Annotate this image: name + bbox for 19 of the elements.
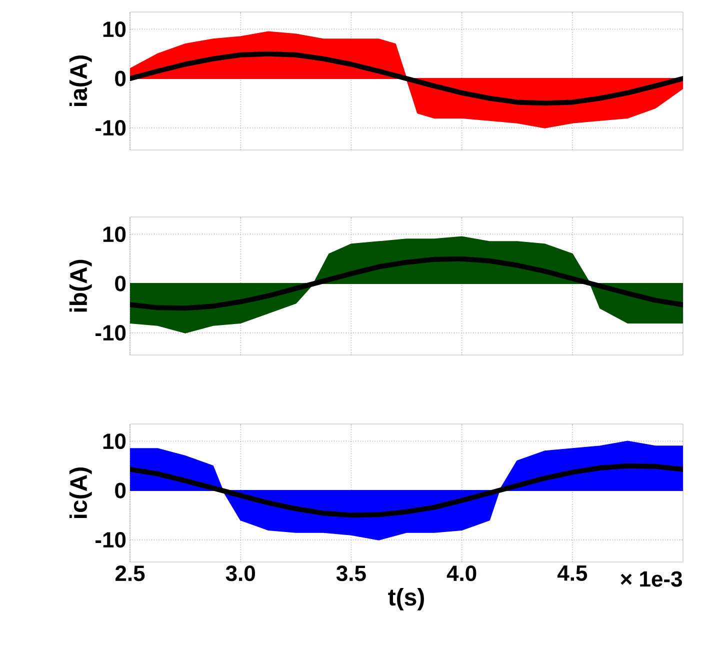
x-tick-label: 3.5 bbox=[336, 566, 366, 582]
text: × 1e-3 bbox=[620, 571, 682, 587]
y-tick-label: 10 bbox=[103, 226, 126, 242]
y-tick-label: -10 bbox=[96, 120, 126, 136]
y-tick-label: -10 bbox=[96, 532, 126, 548]
y-tick-label: 0 bbox=[115, 482, 126, 498]
y-tick-label: 0 bbox=[115, 276, 126, 292]
y-axis-title: ic(A) bbox=[69, 468, 92, 518]
x-tick-label: 4.0 bbox=[446, 566, 476, 582]
y-tick-label: -10 bbox=[96, 325, 126, 341]
y-tick-label: 10 bbox=[103, 21, 126, 38]
y-axis-title: ib(A) bbox=[69, 260, 92, 312]
x-tick-label: 2.5 bbox=[115, 566, 145, 582]
x-tick-label: 3.0 bbox=[226, 566, 255, 582]
y-axis-title: ia(A) bbox=[69, 56, 92, 106]
x-tick-label: 4.5 bbox=[557, 566, 588, 581]
y-tick-label: 0 bbox=[115, 70, 126, 86]
x-axis-title: t(s) bbox=[388, 588, 424, 610]
y-tick-label: 10 bbox=[103, 433, 126, 450]
